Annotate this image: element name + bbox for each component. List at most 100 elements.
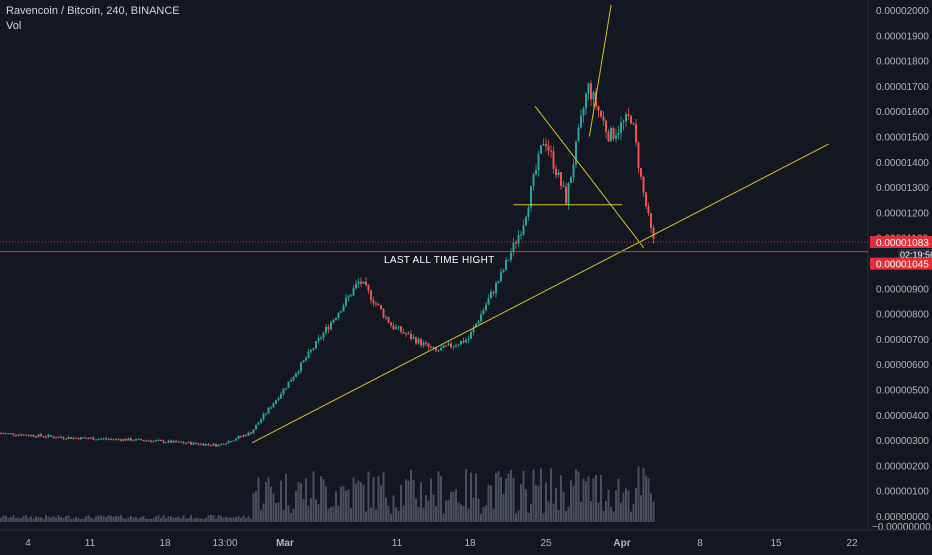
- candle-body: [612, 128, 615, 139]
- volume-bar: [450, 491, 452, 522]
- volume-bar: [115, 515, 117, 522]
- candle-body: [357, 281, 360, 284]
- volume-bar: [32, 518, 35, 522]
- candle-body: [642, 176, 645, 193]
- candle-body: [342, 305, 345, 312]
- price-axis-label: 0.00000300: [876, 436, 929, 447]
- volume-bar: [92, 518, 95, 522]
- candle-body: [435, 347, 437, 351]
- volume-bar: [307, 505, 310, 522]
- price-axis-label: 0.00001400: [876, 158, 929, 169]
- time-axis-label: Apr: [613, 538, 630, 549]
- volume-bar: [87, 515, 90, 522]
- volume-bar: [532, 469, 535, 522]
- volume-bar: [177, 516, 180, 522]
- candle-body: [360, 281, 362, 284]
- candle-body: [610, 128, 612, 142]
- volume-bar: [362, 484, 365, 522]
- candle-body: [12, 433, 15, 436]
- time-axis-label: 11: [392, 538, 403, 549]
- candle-body: [477, 321, 480, 324]
- candle-body: [217, 444, 220, 447]
- volume-bar: [140, 516, 142, 522]
- volume-bar: [182, 515, 185, 522]
- candle-body: [382, 309, 385, 318]
- candle-body: [37, 434, 40, 438]
- price-axis-label: −0.00000000: [872, 522, 931, 533]
- candle-body: [182, 442, 185, 444]
- candle-body: [365, 281, 367, 286]
- candle-body: [437, 350, 440, 352]
- volume-bar: [142, 516, 145, 522]
- volume-bar: [255, 491, 257, 522]
- volume-bar: [22, 515, 25, 522]
- volume-bar: [387, 505, 390, 522]
- volume-bar: [207, 515, 210, 522]
- volume-bar: [305, 478, 307, 522]
- current-price-tag-bg: [870, 236, 932, 249]
- candle-body: [652, 227, 655, 239]
- trendline[interactable]: [252, 143, 829, 444]
- volume-bar: [505, 478, 507, 522]
- candle-body: [422, 342, 425, 346]
- candle-body: [397, 326, 400, 328]
- volume-bar: [545, 482, 547, 522]
- candle-body: [537, 153, 540, 171]
- volume-bar: [445, 500, 447, 522]
- volume-bar: [82, 518, 85, 522]
- candle-body: [50, 435, 52, 437]
- volume-bar: [332, 506, 335, 522]
- volume-bar: [480, 513, 482, 522]
- volume-bar: [170, 516, 172, 522]
- candle-body: [460, 340, 462, 345]
- candle-body: [587, 83, 590, 94]
- candle-body: [25, 434, 27, 436]
- volume-bar: [160, 518, 162, 522]
- candle-body: [635, 124, 637, 143]
- candle-body: [267, 407, 270, 414]
- candle-body: [117, 438, 120, 440]
- volume-bar: [55, 517, 57, 522]
- volume-bar: [5, 515, 7, 522]
- candle-body: [222, 443, 225, 445]
- volume-bar: [130, 516, 132, 522]
- candle-body: [200, 443, 202, 445]
- volume-bar: [132, 517, 135, 522]
- candle-body: [527, 207, 530, 217]
- volume-bar: [265, 482, 267, 522]
- candle-body: [375, 303, 377, 305]
- volume-bar: [330, 507, 332, 522]
- volume-bar: [280, 480, 282, 522]
- candle-body: [585, 93, 587, 109]
- volume-bar: [20, 518, 22, 522]
- candle-body: [205, 444, 207, 446]
- volume-bar: [620, 502, 622, 522]
- candle-body: [502, 270, 505, 272]
- trendline[interactable]: [534, 105, 645, 249]
- volume-bar: [292, 508, 295, 522]
- volume-bar: [455, 489, 457, 522]
- volume-bar: [355, 483, 357, 522]
- volume-bar: [125, 518, 127, 522]
- candle-body: [632, 123, 635, 125]
- candle-body: [335, 317, 337, 320]
- candle-body: [407, 333, 410, 335]
- candle-body: [532, 174, 535, 187]
- volume-bar: [145, 518, 147, 522]
- trendline[interactable]: [588, 4, 612, 137]
- volume-bar: [210, 515, 212, 522]
- volume-bar: [447, 499, 450, 522]
- volume-bar: [60, 517, 62, 522]
- candle-body: [402, 331, 405, 334]
- volume-bar: [310, 498, 312, 522]
- volume-bar: [197, 518, 200, 522]
- candle-body: [545, 143, 547, 147]
- countdown-tag: 02:19:56: [900, 250, 932, 260]
- price-axis-label: 0.00000500: [876, 386, 929, 397]
- volume-bar: [492, 508, 495, 522]
- volume-bar: [100, 515, 102, 522]
- volume-bar: [507, 473, 510, 522]
- candle-body: [265, 413, 267, 415]
